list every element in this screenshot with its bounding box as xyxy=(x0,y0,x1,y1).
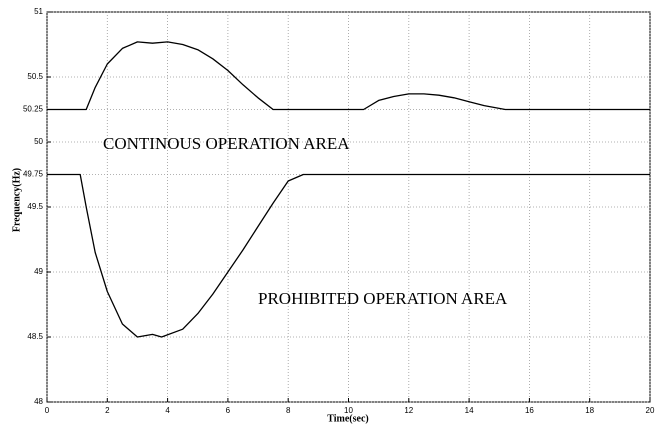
line xyxy=(47,41,650,111)
annotation: CONTINOUS OPERATION AREA xyxy=(103,134,350,153)
y-axis-label: Frequency(Hz) xyxy=(11,168,22,232)
x-tick-label: 10 xyxy=(344,406,353,415)
x-tick-label: 0 xyxy=(45,406,50,415)
y-tick-label: 48 xyxy=(34,397,43,406)
x-tick-label: 16 xyxy=(525,406,534,415)
x-tick-label: 14 xyxy=(465,406,474,415)
annotation: PROHIBITED OPERATION AREA xyxy=(258,289,508,308)
y-tick-label: 51 xyxy=(34,7,43,16)
x-tick-label: 4 xyxy=(165,406,170,415)
x-tick-label: 2 xyxy=(105,406,110,415)
x-axis-label: Time(sec) xyxy=(327,413,368,424)
x-tick-label: 6 xyxy=(226,406,231,415)
y-tick-label: 49.75 xyxy=(23,170,44,179)
y-tick-label: 48.5 xyxy=(27,332,43,341)
line xyxy=(47,173,650,338)
x-tick-label: 12 xyxy=(404,406,413,415)
x-tick-label: 8 xyxy=(286,406,291,415)
y-tick-label: 50 xyxy=(34,137,43,146)
x-tick-label: 20 xyxy=(646,406,655,415)
y-tick-label: 50.5 xyxy=(27,72,43,81)
y-tick-label: 49 xyxy=(34,267,43,276)
y-tick-label: 50.25 xyxy=(23,105,44,114)
y-tick-label: 49.5 xyxy=(27,202,43,211)
x-tick-label: 18 xyxy=(585,406,594,415)
